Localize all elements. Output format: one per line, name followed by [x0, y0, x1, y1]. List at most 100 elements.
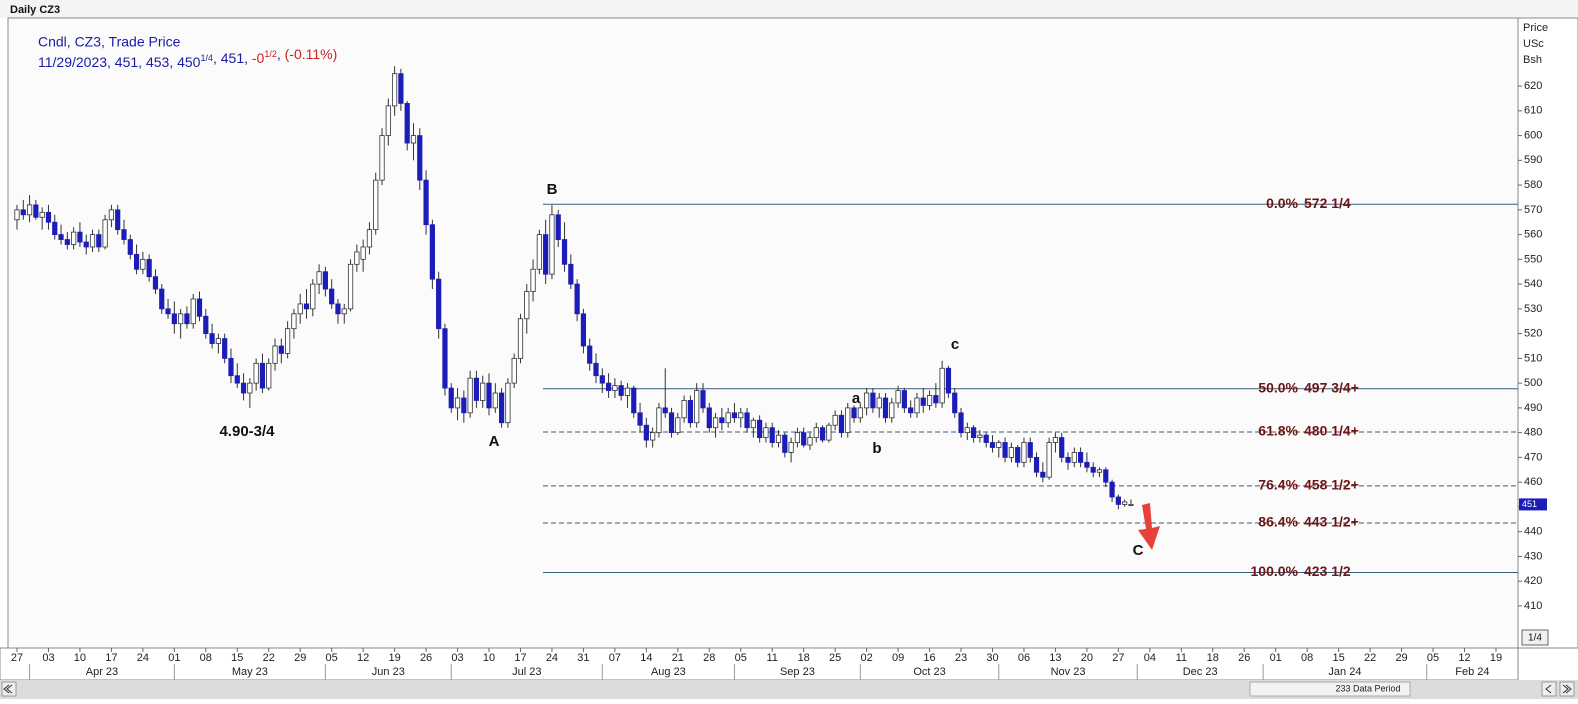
candle-body-up [813, 427, 819, 438]
plot-layer [14, 66, 1518, 573]
candle-body-down [52, 221, 58, 236]
candle-body-up [681, 400, 687, 419]
candle-body-up [524, 291, 530, 320]
candle-body-down [587, 345, 593, 364]
x-tick-label: 17 [514, 652, 526, 664]
candle-body-down [423, 179, 429, 226]
wave-label: b [872, 440, 881, 457]
candle-body-up [788, 442, 794, 453]
legend-segment: -0 [252, 50, 265, 66]
x-tick-label: 23 [955, 652, 967, 664]
candle-body-down [165, 308, 171, 315]
scroll-prev-button[interactable] [1541, 681, 1557, 697]
y-tick-label: 460 [1524, 476, 1542, 488]
candle-body-down [662, 407, 668, 414]
candle-body-down [498, 392, 505, 424]
x-tick-label: 05 [735, 652, 747, 664]
plot-area [7, 17, 1519, 649]
x-tick-label: 11 [767, 652, 778, 664]
candle-body-up [285, 328, 291, 354]
y-tick-label: 470 [1524, 451, 1542, 463]
candle-body-down [115, 209, 121, 231]
candle-body-down [687, 400, 694, 424]
candle-body-down [1115, 496, 1121, 505]
y-tick-label: 620 [1524, 80, 1542, 92]
candle-body-down [908, 407, 914, 414]
candle-body-down [45, 211, 52, 223]
legend-segment: (-0.11%) [285, 46, 338, 62]
wave-label: C [1133, 542, 1144, 559]
candle-body-down [983, 434, 989, 443]
scroll-bar[interactable] [0, 680, 1578, 699]
candle-body-down [933, 395, 939, 404]
scroll-left-button[interactable] [1, 681, 17, 697]
candle-body-up [215, 338, 221, 344]
candle-body-down [278, 345, 284, 354]
y-tick-label: 430 [1524, 550, 1542, 562]
candle-body-down [819, 427, 826, 441]
candle-body-down [322, 271, 328, 290]
scroll-right-icon [1562, 684, 1572, 694]
wave-label: c [951, 336, 959, 353]
candle-body-up [832, 414, 838, 426]
y-tick-label: 560 [1524, 229, 1542, 241]
candle-body-down [58, 234, 64, 240]
candle-body-down [1033, 456, 1040, 473]
y-axis-label: Price [1523, 22, 1548, 34]
fib-pct-label: 50.0% [1258, 379, 1298, 395]
wave-label: B [547, 181, 558, 198]
candle-body-up [1071, 452, 1077, 463]
x-tick-label: 16 [923, 652, 935, 664]
x-tick-label: 30 [986, 652, 998, 664]
candle-body-up [775, 434, 782, 443]
x-tick-label: 18 [1207, 652, 1219, 664]
candle-body-up [354, 251, 360, 265]
fib-pct-label: 61.8% [1258, 423, 1298, 439]
candle-body-up [889, 402, 895, 419]
candle-body-down [838, 414, 845, 434]
x-tick-label: 03 [451, 652, 463, 664]
candle-body-down [303, 303, 310, 310]
candle-body-down [436, 278, 442, 330]
month-label: Dec 23 [1183, 666, 1218, 678]
x-tick-label: 10 [483, 652, 495, 664]
candle-body-down [184, 313, 190, 325]
candle-body-down [643, 424, 649, 441]
x-tick-label: 29 [294, 652, 306, 664]
candle-body-up [266, 362, 272, 389]
scroll-thumb[interactable] [1249, 681, 1411, 697]
x-tick-label: 29 [1395, 652, 1407, 664]
scroll-right-button[interactable] [1559, 681, 1575, 697]
candle-body-down [574, 283, 580, 315]
candle-body-down [146, 258, 152, 278]
candle-body-up [656, 407, 662, 434]
x-tick-label: 28 [703, 652, 715, 664]
candle-body-up [71, 231, 77, 245]
candle-body-down [417, 135, 423, 181]
down-arrow [1138, 503, 1160, 550]
candle-body-down [1090, 466, 1096, 473]
candle-body-up [964, 427, 970, 434]
candle-body-down [404, 103, 410, 144]
candle-body-up [410, 135, 417, 144]
candle-body-up [14, 209, 20, 221]
candle-body-up [480, 382, 486, 401]
legend-segment: , 451, [213, 50, 252, 66]
candle-body-down [706, 407, 712, 429]
last-price-tag [1519, 498, 1547, 511]
candle-body-down [543, 234, 549, 275]
candle-body-down [1027, 442, 1033, 458]
candle-body-up [360, 246, 366, 260]
candle-body-up [763, 427, 769, 438]
candle-body-up [291, 313, 297, 330]
candle-body-up [505, 382, 511, 424]
x-tick-label: 14 [640, 652, 652, 664]
candle-body-up [807, 437, 813, 446]
candle-body-down [486, 382, 492, 409]
candle-body-up [1122, 501, 1128, 505]
page-box[interactable] [1521, 629, 1549, 646]
candle-body-down [555, 214, 561, 240]
candle-body-down [196, 298, 203, 317]
candle-body-down [599, 375, 605, 384]
